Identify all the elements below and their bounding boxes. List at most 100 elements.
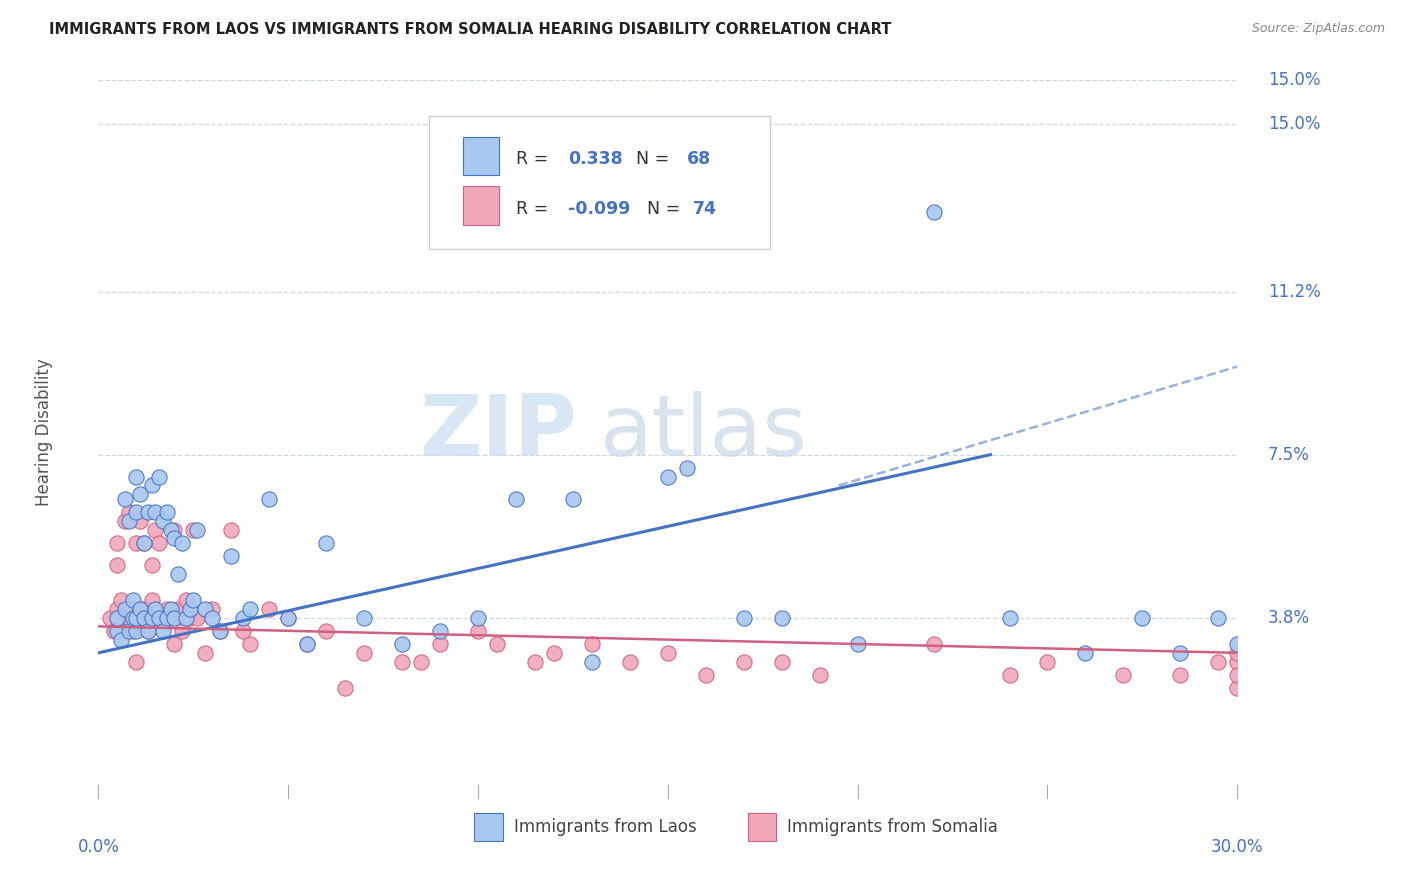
Point — [922, 637, 945, 651]
Point — [163, 532, 186, 546]
Point — [121, 593, 143, 607]
Point — [770, 610, 793, 624]
Point — [411, 655, 433, 669]
Point — [391, 637, 413, 651]
Point — [107, 558, 129, 572]
Point — [676, 461, 699, 475]
Point — [581, 637, 603, 651]
Point — [429, 624, 451, 638]
Point — [562, 491, 585, 506]
Point — [183, 523, 205, 537]
Point — [221, 549, 243, 563]
Point — [148, 469, 170, 483]
Point — [132, 601, 155, 615]
Point — [174, 610, 197, 624]
Text: 7.5%: 7.5% — [1268, 446, 1309, 464]
Point — [107, 610, 129, 624]
Point — [581, 655, 603, 669]
Text: Hearing Disability: Hearing Disability — [35, 359, 53, 507]
Point — [1112, 668, 1135, 682]
Text: 3.8%: 3.8% — [1268, 608, 1309, 626]
Point — [121, 610, 143, 624]
Point — [808, 668, 831, 682]
Point — [125, 535, 148, 549]
Point — [132, 535, 155, 549]
Point — [148, 610, 170, 624]
Point — [152, 610, 174, 624]
Point — [179, 610, 201, 624]
Point — [353, 646, 375, 660]
Point — [335, 681, 357, 695]
Point — [186, 610, 208, 624]
Point — [1226, 646, 1249, 660]
Point — [1036, 655, 1059, 669]
Point — [132, 535, 155, 549]
Point — [118, 610, 141, 624]
Point — [733, 610, 755, 624]
Point — [145, 523, 167, 537]
Text: 30.0%: 30.0% — [1211, 838, 1264, 855]
Point — [114, 491, 136, 506]
Text: 11.2%: 11.2% — [1268, 283, 1320, 301]
Point — [129, 610, 152, 624]
Point — [163, 637, 186, 651]
Point — [297, 637, 319, 651]
Point — [110, 632, 132, 647]
Point — [486, 637, 509, 651]
Point — [141, 610, 163, 624]
Point — [733, 655, 755, 669]
Text: Immigrants from Somalia: Immigrants from Somalia — [787, 818, 998, 836]
Text: 0.0%: 0.0% — [77, 838, 120, 855]
Point — [141, 478, 163, 492]
Point — [429, 637, 451, 651]
Point — [467, 610, 489, 624]
Point — [391, 655, 413, 669]
Point — [125, 655, 148, 669]
Point — [505, 491, 527, 506]
Point — [136, 505, 159, 519]
FancyBboxPatch shape — [748, 814, 776, 841]
Point — [156, 610, 179, 624]
Point — [107, 535, 129, 549]
Point — [221, 523, 243, 537]
Point — [110, 610, 132, 624]
Text: Source: ZipAtlas.com: Source: ZipAtlas.com — [1251, 22, 1385, 36]
Point — [136, 624, 159, 638]
Point — [259, 491, 281, 506]
Point — [998, 668, 1021, 682]
Text: N =: N = — [624, 150, 675, 169]
Text: 15.0%: 15.0% — [1268, 71, 1320, 89]
Point — [201, 601, 224, 615]
Point — [353, 610, 375, 624]
Point — [107, 601, 129, 615]
Text: IMMIGRANTS FROM LAOS VS IMMIGRANTS FROM SOMALIA HEARING DISABILITY CORRELATION C: IMMIGRANTS FROM LAOS VS IMMIGRANTS FROM … — [49, 22, 891, 37]
Point — [657, 646, 679, 660]
Point — [125, 610, 148, 624]
Text: R =: R = — [516, 200, 554, 218]
Point — [141, 593, 163, 607]
Point — [695, 668, 717, 682]
Point — [179, 601, 201, 615]
Point — [1208, 655, 1230, 669]
Point — [259, 601, 281, 615]
Point — [232, 610, 254, 624]
Point — [107, 624, 129, 638]
Point — [114, 514, 136, 528]
Point — [159, 610, 181, 624]
Point — [194, 601, 217, 615]
FancyBboxPatch shape — [463, 186, 499, 225]
Point — [167, 601, 190, 615]
Point — [118, 624, 141, 638]
Point — [998, 610, 1021, 624]
Point — [125, 469, 148, 483]
Point — [846, 637, 869, 651]
Point — [186, 523, 208, 537]
Point — [1226, 668, 1249, 682]
Point — [315, 535, 337, 549]
Point — [110, 593, 132, 607]
Point — [543, 646, 565, 660]
Point — [467, 624, 489, 638]
FancyBboxPatch shape — [463, 136, 499, 176]
Point — [922, 205, 945, 219]
FancyBboxPatch shape — [474, 814, 503, 841]
